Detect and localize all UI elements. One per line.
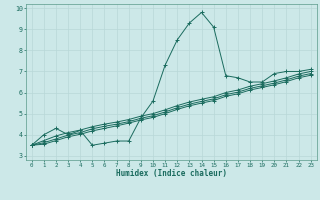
X-axis label: Humidex (Indice chaleur): Humidex (Indice chaleur)	[116, 169, 227, 178]
